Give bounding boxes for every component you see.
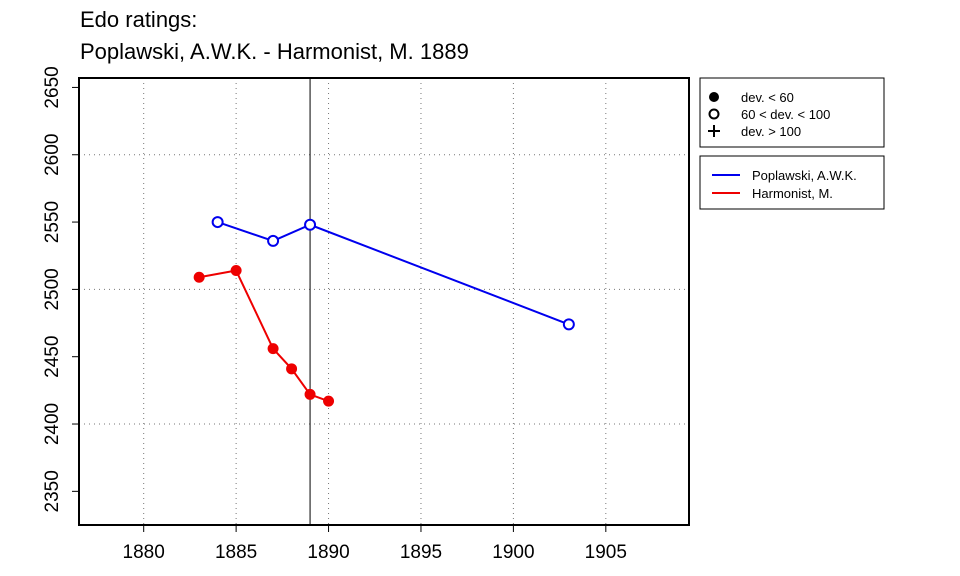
marker-legend-label: dev. > 100 bbox=[741, 124, 801, 139]
marker-legend-box bbox=[699, 77, 885, 148]
data-point bbox=[267, 343, 279, 355]
data-point bbox=[230, 265, 242, 277]
marker-legend-label: 60 < dev. < 100 bbox=[741, 107, 830, 122]
data-point bbox=[562, 318, 575, 331]
series-legend-label: Harmonist, M. bbox=[752, 186, 833, 201]
plot-frame bbox=[78, 77, 690, 526]
y-tick-label: 2450 bbox=[42, 336, 63, 378]
y-tick-label: 2550 bbox=[42, 201, 63, 243]
data-point bbox=[304, 388, 316, 400]
data-point bbox=[304, 218, 317, 231]
data-point bbox=[193, 271, 205, 283]
y-tick-label: 2500 bbox=[42, 268, 63, 310]
x-tick-label: 1905 bbox=[585, 542, 627, 563]
series-legend-label: Poplawski, A.W.K. bbox=[752, 168, 857, 183]
marker-legend-symbol bbox=[708, 108, 720, 120]
series-line bbox=[217, 221, 570, 326]
marker-legend-label: dev. < 60 bbox=[741, 90, 794, 105]
chart-title-line-2: Poplawski, A.W.K. - Harmonist, M. 1889 bbox=[80, 39, 469, 64]
x-tick-label: 1885 bbox=[215, 542, 257, 563]
chart-title-line-1: Edo ratings: bbox=[80, 7, 198, 32]
data-point bbox=[211, 216, 224, 229]
y-tick-label: 2400 bbox=[42, 403, 63, 445]
series-legend-box bbox=[699, 155, 885, 210]
y-tick-label: 2350 bbox=[42, 470, 63, 512]
x-tick-label: 1900 bbox=[492, 542, 534, 563]
marker-legend-symbol bbox=[709, 92, 719, 102]
x-tick-label: 1880 bbox=[123, 542, 165, 563]
series-line bbox=[198, 269, 329, 403]
data-point bbox=[267, 234, 280, 247]
x-tick-label: 1895 bbox=[400, 542, 442, 563]
y-tick-label: 2600 bbox=[42, 134, 63, 176]
x-tick-label: 1890 bbox=[307, 542, 349, 563]
y-tick-label: 2650 bbox=[42, 66, 63, 108]
marker-legend-symbol bbox=[708, 125, 720, 137]
data-point bbox=[286, 363, 298, 375]
data-point bbox=[323, 395, 335, 407]
